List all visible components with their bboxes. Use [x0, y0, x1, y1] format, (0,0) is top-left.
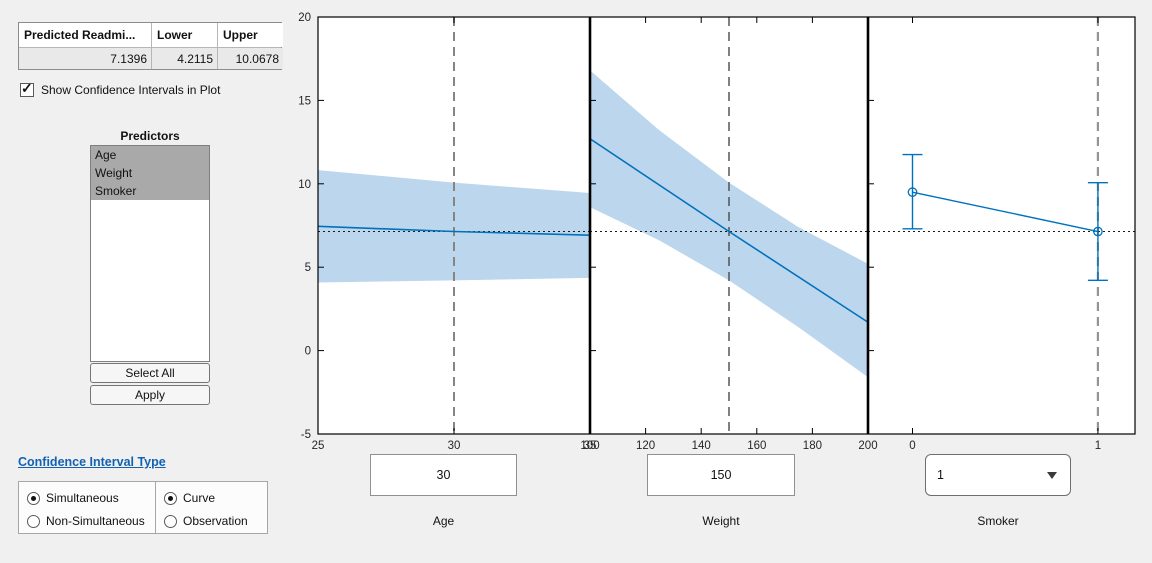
weight-value-input[interactable]: 150	[647, 454, 795, 496]
age-value-input[interactable]: 30	[370, 454, 517, 496]
show-ci-checkbox-label: Show Confidence Intervals in Plot	[41, 83, 221, 97]
radio-selected-icon[interactable]	[27, 491, 40, 505]
listbox-item-smoker[interactable]: Smoker	[91, 182, 209, 200]
radio-simultaneous[interactable]: Simultaneous	[27, 490, 119, 506]
chevron-down-icon	[1047, 472, 1057, 479]
apply-button[interactable]: Apply	[90, 385, 210, 405]
y-tick-label: 15	[298, 95, 311, 107]
x-tick-label: 0	[909, 440, 915, 452]
confidence-interval-type-link[interactable]: Confidence Interval Type	[18, 455, 166, 469]
age-control-label: Age	[432, 514, 455, 528]
prediction-table: Predicted Readmi... Lower Upper 7.1396 4…	[18, 22, 283, 70]
radio-label: Simultaneous	[46, 491, 119, 505]
radio-observation[interactable]: Observation	[164, 513, 248, 529]
x-tick-label: 100	[580, 440, 599, 452]
ci-type-radio-group: Simultaneous Non-Simultaneous Curve Obse…	[18, 481, 268, 534]
radio-group-divider	[155, 482, 156, 533]
confidence-band	[590, 70, 868, 378]
smoker-dropdown-value: 1	[937, 468, 944, 482]
x-tick-label: 35	[584, 440, 597, 452]
fitted-response-line	[317, 225, 591, 236]
radio-curve[interactable]: Curve	[164, 490, 215, 506]
weight-control-label: Weight	[702, 514, 740, 528]
x-tick-label: 120	[636, 440, 655, 452]
radio-label: Non-Simultaneous	[46, 514, 145, 528]
y-tick-label: -5	[301, 429, 311, 441]
y-tick-label: 10	[298, 179, 311, 191]
x-tick-label: 140	[692, 440, 711, 452]
table-header-predicted: Predicted Readmi...	[19, 23, 151, 47]
x-tick-label: 200	[858, 440, 877, 452]
table-header-lower: Lower	[152, 23, 217, 47]
x-tick-label: 180	[803, 440, 822, 452]
x-tick-label: 25	[312, 440, 325, 452]
table-header-upper: Upper	[218, 23, 283, 47]
radio-non-simultaneous[interactable]: Non-Simultaneous	[27, 513, 145, 529]
fitted-response-line	[912, 191, 1099, 233]
upper-value-cell: 10.0678	[218, 48, 283, 69]
smoker-value-dropdown[interactable]: 1	[925, 454, 1071, 496]
show-ci-checkbox[interactable]: ✓ Show Confidence Intervals in Plot	[20, 80, 221, 97]
y-tick-label: 20	[298, 12, 311, 24]
smoker-control-label: Smoker	[977, 514, 1019, 528]
check-mark-icon: ✓	[21, 80, 33, 96]
listbox-item-age[interactable]: Age	[91, 146, 209, 164]
predicted-value-cell: 7.1396	[19, 48, 151, 69]
select-all-button[interactable]: Select All	[90, 363, 210, 383]
radio-unselected-icon[interactable]	[27, 514, 40, 528]
checkbox-checked-icon[interactable]: ✓	[20, 80, 34, 97]
x-tick-label: 160	[747, 440, 766, 452]
x-tick-label: 30	[448, 440, 461, 452]
y-tick-label: 0	[305, 346, 311, 358]
y-tick-label: 5	[305, 262, 311, 274]
fitted-response-line	[589, 138, 869, 323]
predictors-title: Predictors	[120, 129, 180, 143]
radio-selected-icon[interactable]	[164, 491, 177, 505]
data-point-marker	[1093, 226, 1103, 237]
plot-border	[317, 16, 1136, 435]
radio-label: Observation	[183, 514, 248, 528]
listbox-item-weight[interactable]: Weight	[91, 164, 209, 182]
confidence-band	[318, 170, 590, 283]
radio-label: Curve	[183, 491, 216, 505]
radio-unselected-icon[interactable]	[164, 514, 177, 528]
lower-value-cell: 4.2115	[152, 48, 217, 69]
predictors-listbox[interactable]: Age Weight Smoker	[90, 145, 210, 362]
data-point-marker	[907, 187, 918, 197]
panel-background	[868, 17, 1135, 434]
x-tick-label: 1	[1095, 440, 1101, 452]
